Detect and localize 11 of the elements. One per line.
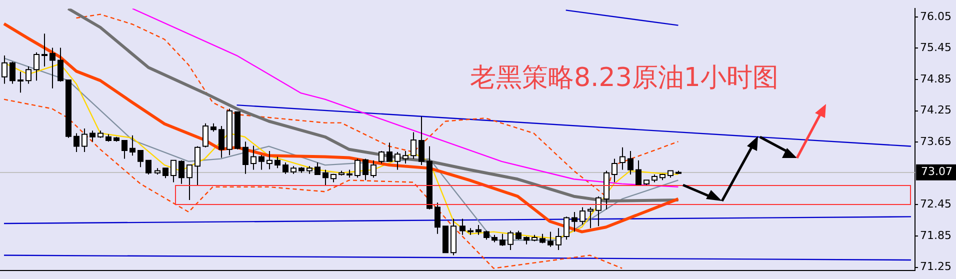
y-tick-label: 76.05 bbox=[920, 10, 952, 23]
y-tick-label: 72.45 bbox=[920, 198, 952, 211]
y-tick-label: 71.25 bbox=[920, 260, 952, 274]
text: 老黑策略8.23原油1小时图 bbox=[470, 62, 778, 95]
y-tick-label: 74.85 bbox=[920, 72, 952, 86]
y-tick-label: 73.65 bbox=[920, 134, 952, 148]
ref-line-label: 73.07 bbox=[921, 165, 952, 178]
y-tick-label: 71.85 bbox=[920, 228, 952, 242]
y-tick-label: 75.45 bbox=[920, 41, 952, 54]
y-tick-label: 74.25 bbox=[920, 104, 952, 117]
line-series bbox=[3, 98, 623, 269]
